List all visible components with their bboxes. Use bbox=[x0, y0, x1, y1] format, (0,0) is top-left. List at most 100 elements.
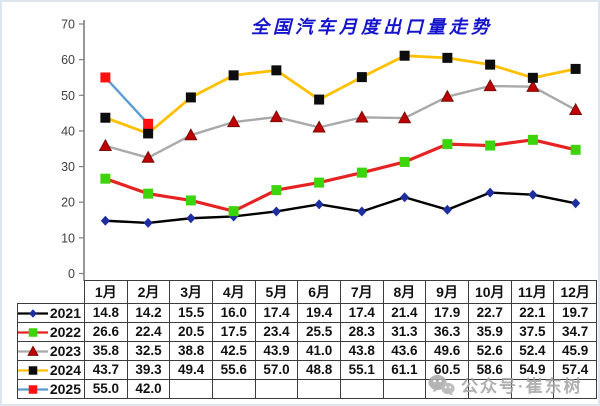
month-header: 1月 bbox=[84, 280, 128, 304]
series-line-2025 bbox=[104, 76, 150, 125]
legend-key-icon-2022 bbox=[18, 327, 48, 337]
value-cell-2023: 43.9 bbox=[254, 341, 299, 361]
month-header: 3月 bbox=[169, 280, 213, 304]
series-marker-2021 bbox=[400, 192, 410, 203]
value-cell-2024: 55.1 bbox=[339, 360, 384, 380]
legend-label: 2023 bbox=[49, 343, 81, 359]
value-cell-2025 bbox=[382, 379, 427, 399]
series-marker-2024 bbox=[28, 365, 38, 375]
series-marker-2021 bbox=[571, 198, 581, 209]
month-header: 12月 bbox=[553, 280, 597, 304]
series-marker-2025 bbox=[28, 384, 38, 394]
value-cell-2021: 16.0 bbox=[211, 303, 256, 323]
series-marker-2023 bbox=[312, 120, 326, 133]
value-cell-2022: 20.5 bbox=[169, 322, 213, 342]
table-row-2021: 2021 14.8 14.2 15.5 16.0 17.4 19.4 17.4 21.4 17.9… bbox=[17, 303, 597, 323]
value-cell-2022: 17.5 bbox=[211, 322, 256, 342]
series-line-2022 bbox=[104, 138, 576, 213]
series-marker-2023 bbox=[141, 150, 155, 163]
month-header: 6月 bbox=[297, 280, 341, 304]
series-marker-2021 bbox=[357, 206, 367, 217]
series-marker-2021 bbox=[186, 213, 196, 224]
series-marker-2022 bbox=[100, 173, 111, 184]
series-marker-2023 bbox=[526, 79, 540, 92]
legend-key-icon-2025 bbox=[18, 384, 48, 394]
value-cell-2023: 42.5 bbox=[211, 341, 256, 361]
series-marker-2023 bbox=[226, 114, 241, 128]
series-marker-2023 bbox=[355, 110, 369, 123]
wechat-icon bbox=[428, 374, 455, 395]
series-marker-2023 bbox=[98, 138, 113, 151]
value-cell-2022: 22.4 bbox=[126, 322, 171, 342]
series-marker-2024 bbox=[485, 59, 496, 70]
value-cell-2025 bbox=[339, 379, 384, 399]
series-marker-2022 bbox=[442, 139, 453, 150]
series-marker-2023 bbox=[568, 102, 583, 115]
value-cell-2021: 17.9 bbox=[425, 303, 469, 323]
table-row-2025: 2025 55.0 42.0 bbox=[17, 379, 597, 399]
series-marker-2021 bbox=[271, 206, 281, 217]
value-cell-2024: 57.4 bbox=[553, 360, 597, 380]
legend-2025: 2025 bbox=[17, 379, 85, 399]
value-cell-2023: 35.8 bbox=[84, 341, 128, 361]
watermark: 公众号·崔东树 bbox=[428, 372, 583, 397]
value-cell-2022: 23.4 bbox=[254, 322, 299, 342]
series-marker-2022 bbox=[314, 177, 325, 188]
legend-key-icon-2021 bbox=[18, 308, 48, 318]
value-cell-2024: 43.7 bbox=[84, 360, 128, 380]
month-header: 7月 bbox=[339, 280, 384, 304]
value-cell-2024: 57.0 bbox=[254, 360, 299, 380]
value-cell-2021: 22.1 bbox=[510, 303, 555, 323]
series-marker-2024 bbox=[271, 65, 282, 76]
value-cell-2024: 58.6 bbox=[467, 360, 512, 380]
series-marker-2025 bbox=[100, 72, 111, 83]
value-cell-2021: 14.8 bbox=[84, 303, 128, 323]
y-tick-label: 60 bbox=[61, 53, 75, 67]
y-tick-label: 30 bbox=[61, 160, 75, 174]
value-cell-2022: 28.3 bbox=[339, 322, 384, 342]
value-cell-2025 bbox=[169, 379, 213, 399]
value-cell-2022: 26.6 bbox=[84, 322, 128, 342]
value-cell-2021: 14.2 bbox=[126, 303, 171, 323]
series-marker-2022 bbox=[271, 185, 282, 196]
y-tick-label: 70 bbox=[61, 18, 75, 32]
series-marker-2024 bbox=[314, 94, 325, 105]
table-row-2023: 2023 35.8 32.5 38.8 42.5 43.9 41.0 43.8 43.6 49.6… bbox=[17, 341, 597, 361]
value-cell-2025: 42.0 bbox=[126, 379, 171, 399]
series-marker-2022 bbox=[185, 195, 196, 206]
y-tick-label: 40 bbox=[61, 124, 75, 138]
value-cell-2023: 49.6 bbox=[425, 341, 469, 361]
series-marker-2021 bbox=[442, 204, 452, 215]
series-marker-2024 bbox=[399, 50, 410, 61]
value-cell-2025 bbox=[254, 379, 299, 399]
series-marker-2025 bbox=[143, 118, 154, 129]
legend-key-icon-2024 bbox=[18, 365, 48, 375]
value-cell-2024: 39.3 bbox=[126, 360, 171, 380]
month-header: 5月 bbox=[254, 280, 299, 304]
series-marker-2023 bbox=[483, 78, 497, 92]
legend-label: 2021 bbox=[49, 305, 81, 321]
series-marker-2023 bbox=[440, 89, 455, 102]
value-cell-2022: 36.3 bbox=[425, 322, 469, 342]
value-cell-2023: 38.8 bbox=[169, 341, 213, 361]
value-cell-2024: 54.9 bbox=[510, 360, 555, 380]
legend-2023: 2023 bbox=[17, 341, 85, 361]
value-cell-2024: 61.1 bbox=[382, 360, 427, 380]
series-marker-2021 bbox=[143, 217, 153, 228]
data-table: 1月 2月 3月 4月 5月 6月 7月 8月 9月 10月 11月 12月 2021 14.8 14.2 1… bbox=[17, 280, 597, 399]
series-marker-2022 bbox=[527, 134, 538, 145]
value-cell-2025 bbox=[297, 379, 341, 399]
value-cell-2023: 41.0 bbox=[297, 341, 341, 361]
legend-label: 2024 bbox=[49, 362, 81, 378]
series-line-2021 bbox=[105, 191, 576, 225]
series-line-2023 bbox=[105, 84, 577, 159]
y-tick-label: 20 bbox=[61, 196, 75, 210]
month-header: 4月 bbox=[211, 280, 256, 304]
series-marker-2023 bbox=[27, 344, 39, 356]
legend-label: 2025 bbox=[49, 381, 81, 397]
y-tick-label: 0 bbox=[68, 267, 75, 281]
series-marker-2024 bbox=[442, 52, 453, 63]
value-cell-2025 bbox=[467, 379, 512, 399]
series-marker-2023 bbox=[184, 128, 198, 141]
table-row-2022: 2022 26.6 22.4 20.5 17.5 23.4 25.5 28.3 31.3 36.3… bbox=[17, 322, 597, 342]
